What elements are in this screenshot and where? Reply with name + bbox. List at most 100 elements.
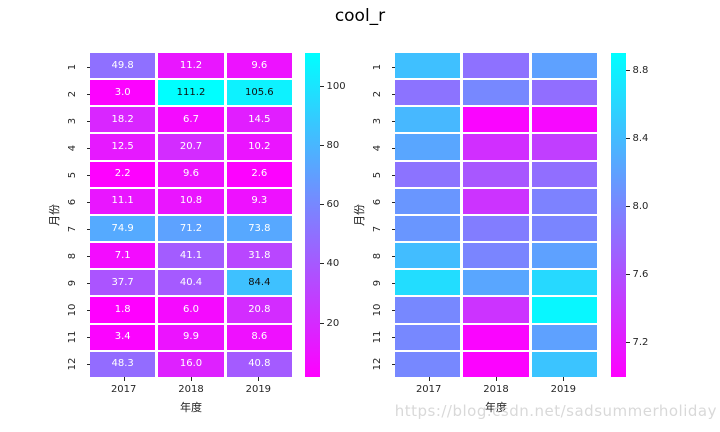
cell-value: 9.9 (183, 331, 199, 343)
heatmap-cell (531, 243, 597, 269)
figure-title: cool_r (334, 6, 386, 26)
colorbar-right: 7.2 7.6 8.0 8.4 8.8 (611, 53, 648, 377)
heatmap-cell (463, 107, 529, 133)
y-tick-label: 8 (67, 252, 78, 259)
heatmap-cell: 48.3 (90, 351, 156, 377)
y-tick-label: 7 (372, 225, 383, 232)
y-tick: 11 (66, 323, 90, 350)
y-tick-label: 5 (67, 171, 78, 178)
heatmap-cell: 9.9 (158, 324, 224, 350)
colorbar-tick-label: 20 (326, 317, 340, 329)
heatmap-cell (395, 188, 461, 214)
y-tick-label: 11 (67, 330, 78, 343)
cell-value: 9.6 (251, 59, 268, 71)
cell-value: 48.3 (111, 358, 134, 370)
heatmap-cell (531, 134, 597, 160)
y-axis-ticks: 1 2 3 4 5 6 7 8 9 10 11 12 (371, 53, 395, 377)
y-tick-label: 9 (67, 279, 78, 286)
heatmap-cell (463, 215, 529, 242)
colorbar-tick-label: 40 (326, 258, 340, 270)
heatmap-cell (463, 297, 529, 323)
cell-value: 7.1 (114, 249, 131, 261)
y-tick-label: 5 (372, 171, 383, 178)
y-tick: 10 (66, 296, 90, 323)
heatmap-cell (531, 188, 597, 214)
cell-value: 8.6 (251, 331, 268, 343)
heatmap-cell: 10.8 (158, 188, 224, 214)
heatmap-cell: 20.8 (226, 297, 292, 323)
heatmap-cell (395, 215, 461, 242)
cell-value: 41.1 (179, 249, 203, 261)
heatmap-cell: 37.7 (90, 270, 156, 296)
heatmap-grid: 49.8 11.2 9.6 3.0 111.2 105.6 18.2 6.7 14.5 12.5 2… (90, 53, 292, 377)
heatmap-cell: 2.2 (90, 161, 156, 187)
y-tick: 2 (371, 80, 395, 107)
heatmap-cell (395, 107, 461, 133)
x-axis-ticks: 2017 2018 2019 (395, 377, 597, 395)
heatmap-cell: 49.8 (90, 53, 156, 79)
colorbar-tick-label: 8.8 (632, 64, 649, 76)
heatmap-cell: 84.4 (226, 270, 292, 296)
cell-value: 10.2 (248, 141, 271, 153)
heatmap-cell (395, 80, 461, 106)
y-tick-label: 3 (372, 117, 383, 124)
cell-value: 40.4 (179, 276, 203, 288)
heatmap-cell: 11.2 (158, 53, 224, 79)
y-tick: 8 (371, 242, 395, 269)
y-axis-label: 月份 (48, 204, 61, 226)
heatmap-cell: 11.1 (90, 188, 156, 214)
x-tick-label: 2019 (530, 377, 597, 395)
heatmap-cell (531, 80, 597, 106)
y-tick-label: 2 (372, 90, 383, 97)
cell-value: 14.5 (248, 113, 271, 125)
y-tick: 3 (371, 107, 395, 134)
cell-value: 12.5 (111, 141, 134, 153)
y-tick-label: 7 (67, 225, 78, 232)
heatmap-cell: 9.3 (226, 188, 292, 214)
cell-value: 49.8 (111, 59, 134, 71)
colorbar-left: 20 40 60 80 100 (305, 53, 346, 377)
cell-value: 20.7 (179, 141, 203, 153)
cell-value: 20.8 (248, 304, 271, 316)
cell-value: 1.8 (114, 304, 131, 316)
cell-value: 2.2 (114, 168, 131, 180)
heatmap-cell (395, 161, 461, 187)
y-tick-label: 12 (372, 357, 383, 370)
y-tick-label: 11 (372, 330, 383, 343)
colorbar-tick-label: 8.0 (632, 201, 649, 212)
heatmap-cell (531, 215, 597, 242)
heatmap-cell: 73.8 (226, 215, 292, 242)
colorbar-tick-mark (320, 322, 324, 324)
heatmap-cell: 14.5 (226, 107, 292, 133)
y-tick-label: 4 (67, 144, 78, 151)
heatmap-cell: 111.2 (158, 80, 224, 106)
y-tick: 3 (66, 107, 90, 134)
cell-value: 40.8 (248, 358, 271, 370)
cell-value: 3.4 (114, 331, 131, 343)
heatmap-cell: 9.6 (158, 161, 224, 187)
heatmap-cell (463, 161, 529, 187)
heatmap-cell (463, 243, 529, 269)
colorbar-tick-mark (320, 204, 324, 206)
y-tick-label: 3 (67, 117, 78, 124)
y-tick-label: 6 (372, 198, 383, 205)
cell-value: 18.2 (111, 113, 134, 125)
heatmap-cell (395, 297, 461, 323)
heatmap-panel-left: 月份 1 2 3 4 5 6 7 8 9 10 11 12 49.8 11.2 9.6 3.0 111.2 10… (48, 53, 292, 414)
cell-value: 11.2 (179, 59, 203, 71)
heatmap-grid (395, 53, 597, 377)
y-tick: 8 (66, 242, 90, 269)
heatmap-cell (531, 324, 597, 350)
y-axis-ticks: 1 2 3 4 5 6 7 8 9 10 11 12 (66, 53, 90, 377)
heatmap-cell: 40.8 (226, 351, 292, 377)
y-tick-label: 9 (372, 279, 383, 286)
x-axis-label: 年度 (180, 401, 202, 414)
y-axis-label: 月份 (353, 204, 366, 226)
heatmap-cell (531, 53, 597, 79)
x-axis-label: 年度 (485, 401, 507, 414)
cell-value: 6.0 (183, 304, 199, 316)
colorbar-tick-mark (320, 263, 324, 265)
y-tick-label: 10 (67, 303, 78, 316)
x-tick-label: 2017 (90, 377, 157, 395)
heatmap-cell: 16.0 (158, 351, 224, 377)
